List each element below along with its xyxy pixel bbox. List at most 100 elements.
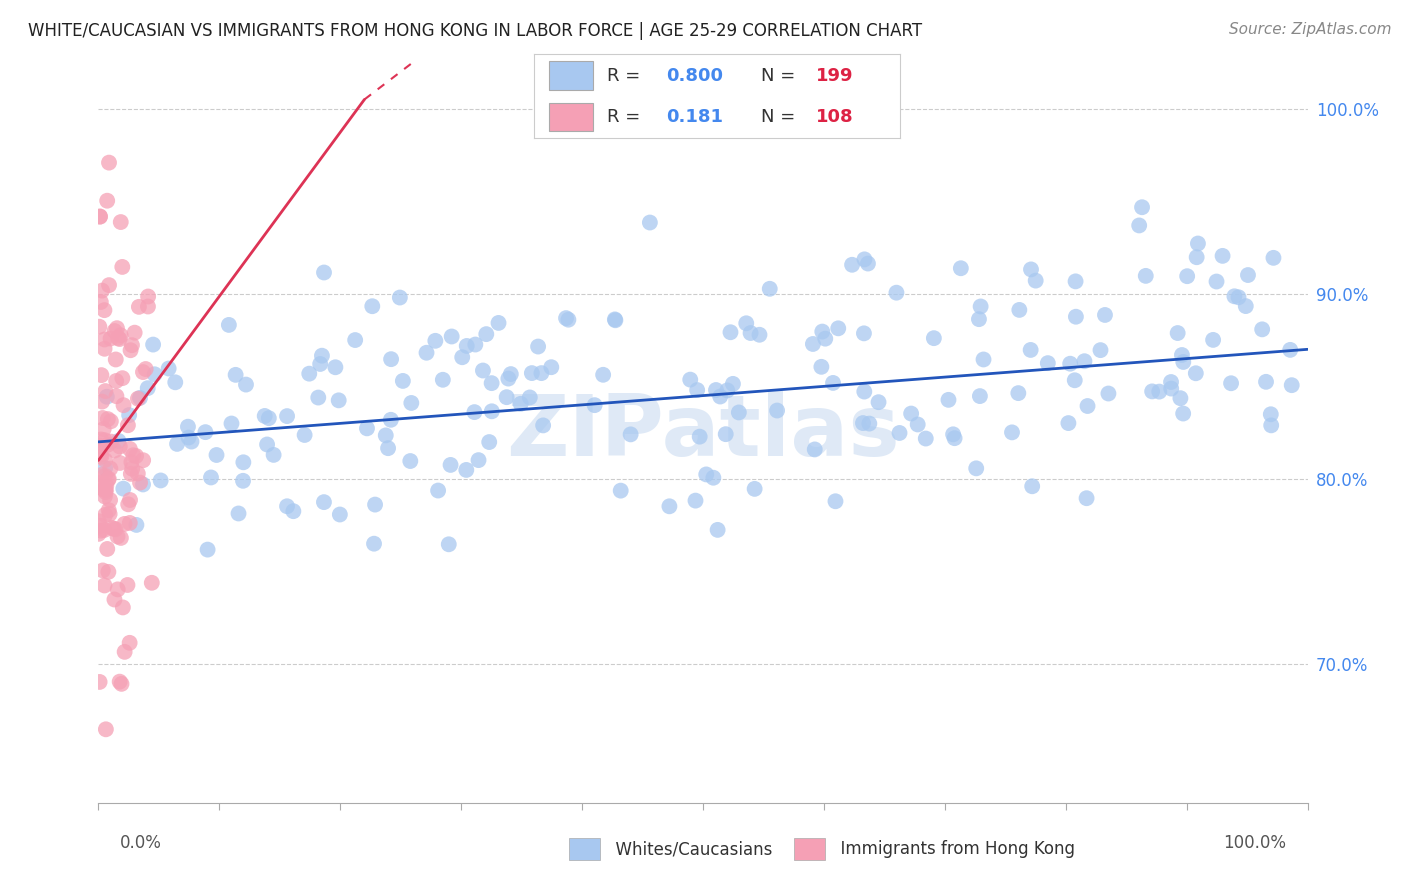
Point xyxy=(312,265,335,279)
Point xyxy=(89,210,111,224)
Point xyxy=(120,467,142,481)
Point xyxy=(555,311,578,326)
Point xyxy=(716,384,738,398)
Point xyxy=(1260,407,1282,421)
Point xyxy=(177,431,200,445)
Point xyxy=(253,409,276,423)
Point xyxy=(1175,269,1198,284)
Point xyxy=(94,508,117,522)
Point xyxy=(107,434,129,448)
Text: 108: 108 xyxy=(815,108,853,126)
Point xyxy=(157,361,180,376)
Point xyxy=(228,507,250,521)
Point xyxy=(1063,373,1085,387)
Point xyxy=(114,645,136,659)
Point xyxy=(93,342,115,356)
Point xyxy=(129,475,152,490)
Point xyxy=(93,483,115,497)
Point xyxy=(97,473,120,487)
Point xyxy=(91,411,114,425)
Point xyxy=(94,723,117,737)
Point xyxy=(605,313,627,327)
Point xyxy=(143,368,166,382)
Point xyxy=(1227,290,1250,304)
Point xyxy=(856,256,879,270)
Point xyxy=(232,474,254,488)
Point xyxy=(439,458,461,472)
Point xyxy=(136,300,159,314)
Point xyxy=(695,467,717,482)
FancyBboxPatch shape xyxy=(548,62,593,90)
Point xyxy=(380,352,402,367)
Point xyxy=(540,360,562,375)
Point xyxy=(1094,308,1116,322)
Point xyxy=(118,408,141,422)
Point xyxy=(312,495,335,509)
Point xyxy=(125,517,148,532)
Point xyxy=(121,462,143,476)
Point xyxy=(374,428,396,442)
Point xyxy=(425,334,447,348)
Point xyxy=(89,675,111,690)
Point xyxy=(89,442,111,456)
Point xyxy=(90,475,112,490)
Point xyxy=(93,434,115,448)
Point xyxy=(1260,418,1282,433)
Point xyxy=(94,490,117,504)
Point xyxy=(118,442,141,456)
Point xyxy=(1234,299,1257,313)
Point xyxy=(108,456,131,470)
Point xyxy=(1263,251,1285,265)
Point xyxy=(110,677,132,691)
Point xyxy=(478,435,501,450)
Point xyxy=(658,500,681,514)
Point xyxy=(180,434,202,449)
Point xyxy=(363,537,385,551)
Point xyxy=(481,376,503,391)
Point xyxy=(87,526,110,541)
Point xyxy=(1128,219,1150,233)
Point xyxy=(97,438,120,452)
Point xyxy=(132,365,155,379)
Point xyxy=(488,316,510,330)
Point xyxy=(120,343,142,358)
FancyBboxPatch shape xyxy=(548,103,593,131)
Point xyxy=(965,461,987,475)
Point xyxy=(107,529,129,543)
Point xyxy=(91,394,114,409)
Point xyxy=(96,541,118,556)
Point xyxy=(495,390,517,404)
Point xyxy=(938,392,960,407)
Point xyxy=(205,448,228,462)
Point xyxy=(364,498,387,512)
Point xyxy=(1036,356,1059,370)
Point xyxy=(437,537,460,551)
Point xyxy=(90,467,112,482)
Point xyxy=(1021,479,1043,493)
Point xyxy=(969,300,991,314)
Point xyxy=(125,449,148,463)
Point xyxy=(129,391,152,405)
Point xyxy=(329,508,352,522)
Point xyxy=(257,411,280,425)
Point xyxy=(810,359,832,374)
Point xyxy=(499,367,522,381)
Point xyxy=(103,522,125,536)
Text: 0.0%: 0.0% xyxy=(120,834,162,852)
Point xyxy=(97,503,120,517)
Point xyxy=(298,367,321,381)
Point xyxy=(221,417,243,431)
Point xyxy=(592,368,614,382)
Point xyxy=(1064,274,1087,288)
Point xyxy=(377,441,399,455)
Point xyxy=(128,300,150,314)
Point xyxy=(1007,386,1029,401)
Text: WHITE/CAUCASIAN VS IMMIGRANTS FROM HONG KONG IN LABOR FORCE | AGE 25-29 CORRELAT: WHITE/CAUCASIAN VS IMMIGRANTS FROM HONG … xyxy=(28,22,922,40)
Point xyxy=(111,260,134,274)
Point xyxy=(1008,302,1031,317)
Point xyxy=(276,500,298,514)
Point xyxy=(1212,249,1234,263)
Point xyxy=(325,360,347,375)
Point xyxy=(679,373,702,387)
Point xyxy=(1185,366,1208,380)
